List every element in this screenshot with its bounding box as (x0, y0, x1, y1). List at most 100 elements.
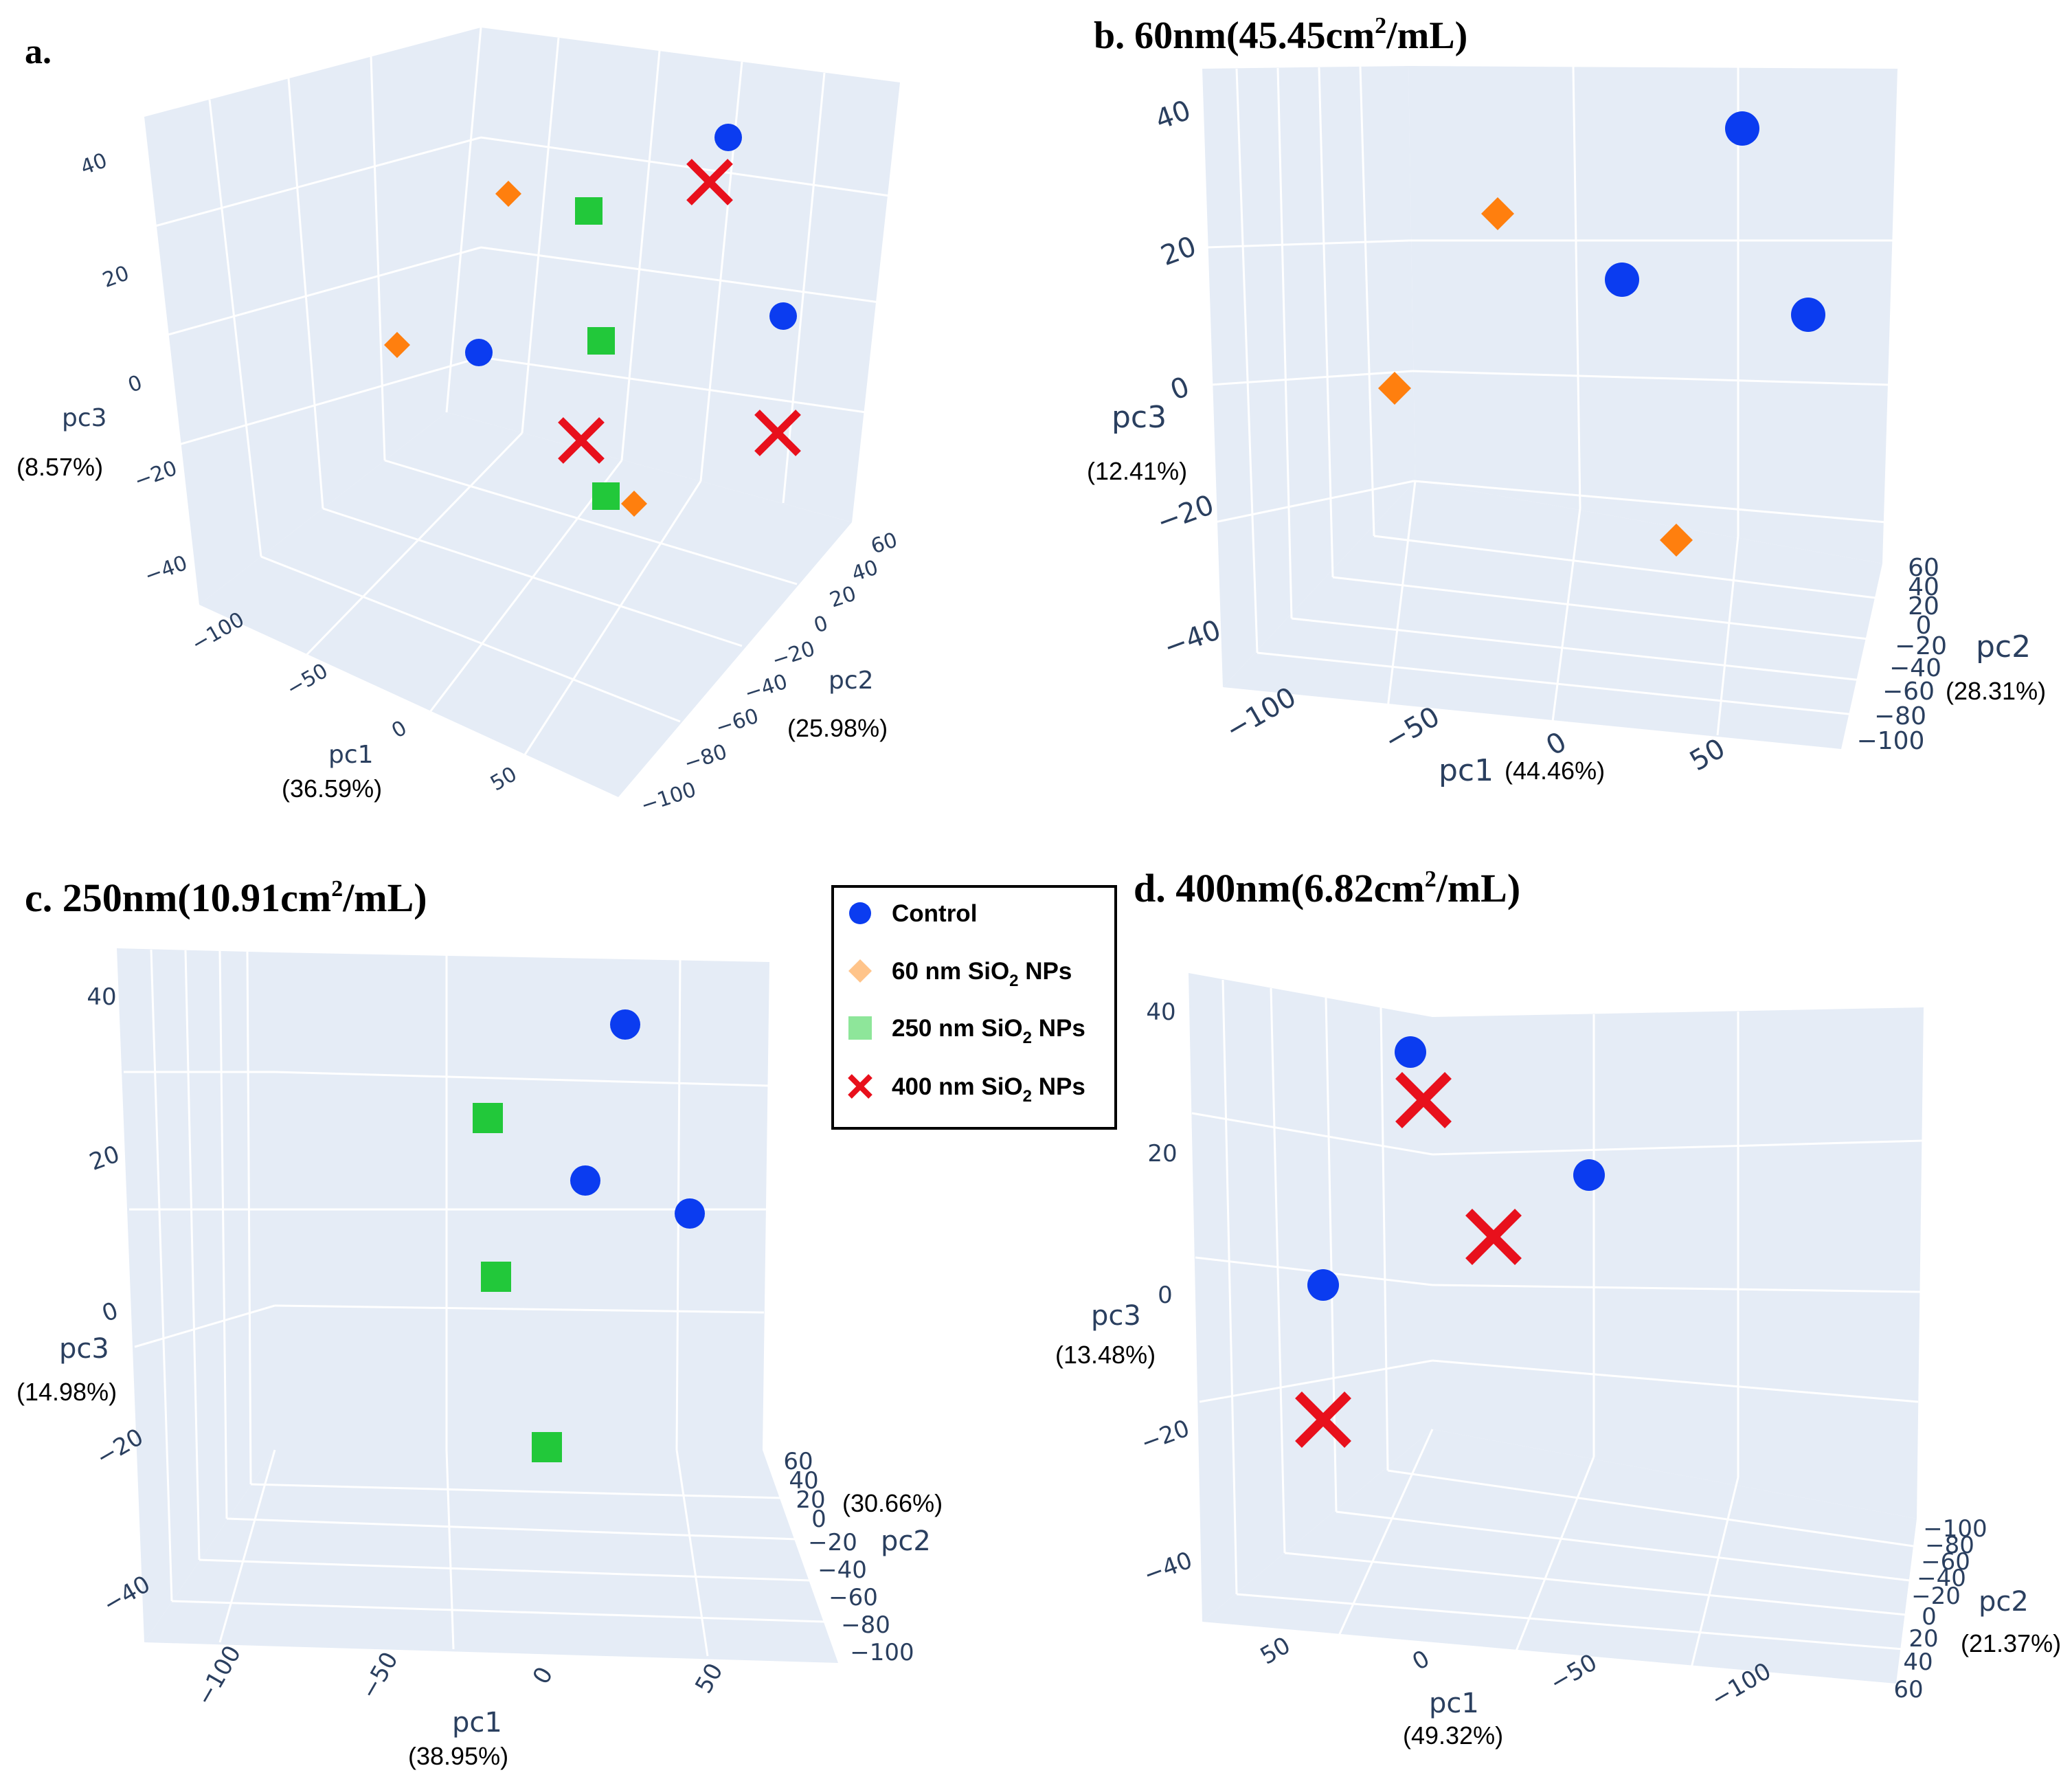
panel-c-pc1-tick: 50 (690, 1659, 728, 1698)
panel-d-plot[interactable]: d. 400nm(6.82cm2/mL) 40 20 0 −20 −40 pc3… (1055, 866, 2061, 1750)
panel-d-pc3-ticks: 40 20 0 −20 −40 (1138, 998, 1196, 1589)
legend-box (831, 885, 1117, 1130)
panel-a-pc2-tick: 40 (848, 555, 881, 586)
panel-b-sio2-60-point[interactable] (1481, 197, 1514, 230)
panel-d-pc1-pct: (49.32%) (1403, 1721, 1503, 1750)
panel-b-sio2-60-point[interactable] (1660, 524, 1693, 557)
panel-c-pc3-pct: (14.98%) (16, 1378, 117, 1406)
panel-d-pc3-tick: 0 (1158, 1282, 1173, 1309)
panel-b-pc2-tick: −80 (1874, 702, 1926, 730)
panel-a-sio2-400-point[interactable] (686, 159, 733, 205)
panel-b-pc2-tick: 0 (1916, 612, 1932, 640)
panel-d-pc2-tick: −40 (1917, 1565, 1966, 1592)
panel-a-pc1-tick: −50 (282, 659, 332, 702)
panel-c-pc2-tick: −40 (818, 1556, 867, 1584)
panel-c-pc2-tick: −20 (808, 1529, 857, 1556)
panel-a-sio2-400-point[interactable] (754, 410, 801, 456)
panel-c-pc1-tick: 0 (528, 1662, 559, 1689)
panel-c-pc1-tick: −100 (191, 1641, 247, 1710)
panel-a-pc1-label: pc1 (328, 741, 374, 769)
panel-a-sio2-60-point[interactable] (495, 181, 521, 207)
panel-d-sio2-400-point[interactable] (1465, 1209, 1522, 1265)
panel-d-sio2-400-point[interactable] (1295, 1392, 1351, 1448)
panel-a-sio2-60-point[interactable] (384, 332, 410, 358)
panel-b-title: b. 60nm(45.45cm2/mL) (1094, 13, 1467, 57)
panel-a-sio2-250-point[interactable] (587, 327, 615, 355)
legend-sio2-400-label: 400 nm SiO2 NPs (892, 1073, 1085, 1106)
panel-d-pc2-tick: 20 (1908, 1625, 1938, 1653)
panel-c-control-point[interactable] (610, 1009, 640, 1040)
panel-a-floor (199, 412, 852, 797)
panel-a-pc3-tick: −20 (131, 456, 180, 494)
panel-c-sio2-250-point[interactable] (532, 1432, 562, 1462)
panel-b-pc3-tick: −40 (1160, 614, 1225, 664)
panel-b-pc2-tick: −20 (1895, 632, 1947, 660)
panel-a-sio2-400-point[interactable] (558, 417, 605, 464)
panel-a-control-point[interactable] (465, 339, 493, 366)
panel-a-control-point[interactable] (714, 124, 742, 151)
panel-c-pc1-tick: −50 (355, 1647, 404, 1703)
panel-b-pc3-label: pc3 (1112, 400, 1167, 435)
panel-d-pc2-label: pc2 (1979, 1586, 2029, 1618)
panel-a-pc3-tick: −40 (142, 551, 190, 589)
panel-d-pc2-tick: −80 (1925, 1532, 1974, 1559)
panel-b-pc2-tick: −40 (1889, 654, 1941, 682)
panel-c-pc2-tick: −60 (829, 1584, 878, 1611)
panel-a-control-point[interactable] (769, 302, 797, 330)
panel-d-control-point[interactable] (1395, 1036, 1426, 1068)
panel-c-pc3-label: pc3 (59, 1333, 109, 1365)
panel-c-pc2-tick: 0 (811, 1506, 826, 1533)
panel-c-pc1-label: pc1 (452, 1707, 502, 1739)
panel-a-pc3-pct: (8.57%) (16, 453, 103, 481)
panel-b-pc2-tick: 20 (1908, 592, 1939, 621)
panel-a-plot[interactable]: a. 40 20 0 −20 −40 pc3 (8.57%) −100 −50 … (16, 27, 901, 818)
panel-d-pc3-tick: 20 (1147, 1140, 1177, 1167)
panel-a-pc3-label: pc3 (62, 404, 107, 432)
panel-c-pc2-tick: 40 (789, 1467, 818, 1495)
panel-b-gridlines (1206, 66, 1893, 736)
panel-c-pc3-tick: 0 (98, 1297, 122, 1328)
panel-c-sio2-250-point[interactable] (473, 1103, 503, 1133)
panel-a-sio2-60-point[interactable] (621, 491, 647, 517)
panel-b-pc2-tick: 60 (1908, 554, 1939, 582)
panel-a-gridlines (152, 27, 890, 770)
panel-c-control-point[interactable] (675, 1198, 705, 1229)
panel-a-sio2-250-point[interactable] (575, 197, 603, 225)
panel-c-plot[interactable]: c. 250nm(10.91cm2/mL) 40 20 0 −20 −40 pc… (16, 875, 943, 1770)
panel-b-pc1-tick: −100 (1220, 681, 1301, 746)
panel-b-plot[interactable]: b. 60nm(45.45cm2/mL) 40 20 0 −20 −40 pc3… (1087, 13, 2046, 788)
panel-d-floor (1202, 1429, 1917, 1684)
panel-c-control-point[interactable] (570, 1165, 600, 1196)
panel-d-sio2-400-point[interactable] (1395, 1072, 1452, 1128)
panel-a-pc1-tick: 0 (387, 716, 411, 744)
panel-d-control-point[interactable] (1307, 1269, 1339, 1301)
panel-b-pc2-tick: −100 (1857, 727, 1925, 755)
panel-a-left-wall (144, 27, 481, 605)
panel-a-pc2-tick: −100 (638, 778, 699, 818)
panel-c-title: c. 250nm(10.91cm2/mL) (25, 875, 427, 920)
panel-c-back-wall (275, 952, 769, 1450)
panel-a-pc1-tick: −100 (188, 607, 249, 657)
panel-d-control-point[interactable] (1573, 1159, 1605, 1191)
legend[interactable]: Control 60 nm SiO2 NPs 250 nm SiO2 NPs 400 … (831, 885, 1117, 1130)
panel-b-pc1-pct: (44.46%) (1505, 757, 1605, 785)
panel-c-floor (144, 1450, 838, 1663)
panel-d-pc1-label: pc1 (1429, 1688, 1479, 1719)
panel-d-pc2-tick: −100 (1923, 1515, 1987, 1543)
panel-b-control-point[interactable] (1791, 298, 1825, 332)
panel-b-control-point[interactable] (1605, 262, 1639, 297)
panel-b-pc1-tick: 50 (1685, 733, 1731, 777)
panel-d-pc2-tick: 60 (1893, 1676, 1923, 1703)
panel-a-pc2-tick: −60 (713, 704, 762, 741)
panel-d-pc2-ticks: −100 −80 −60 −40 −20 0 20 40 60 (1893, 1515, 1987, 1703)
panel-c-pc3-tick: 40 (87, 983, 116, 1011)
panel-a-pc3-tick: 20 (100, 261, 133, 293)
panel-b-control-point[interactable] (1725, 111, 1759, 146)
panel-b-pc1-label: pc1 (1439, 753, 1494, 788)
panel-d-pc3-tick: 40 (1146, 998, 1175, 1026)
panel-a-pc3-tick: 0 (125, 370, 146, 397)
panel-c-sio2-250-point[interactable] (481, 1262, 511, 1292)
panel-b-sio2-60-point[interactable] (1378, 372, 1411, 405)
panel-d-title: d. 400nm(6.82cm2/mL) (1134, 866, 1520, 910)
panel-a-sio2-250-point[interactable] (592, 482, 620, 510)
